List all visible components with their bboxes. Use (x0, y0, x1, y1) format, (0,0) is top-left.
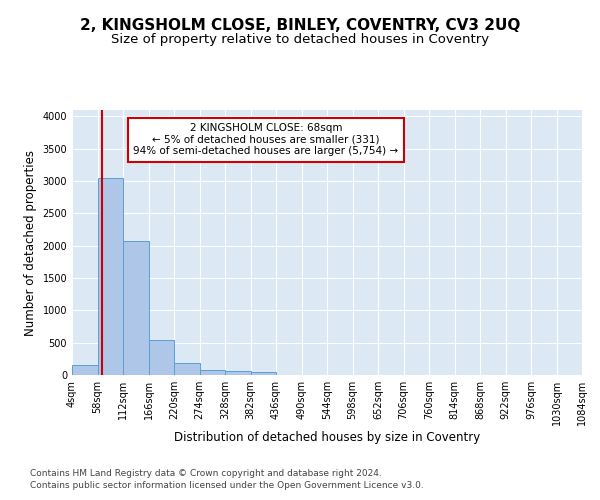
Bar (251, 372, 276, 375)
Bar (225, 372, 251, 375)
Bar (200, 370, 225, 375)
Bar (149, 340, 174, 375)
Bar (174, 362, 199, 375)
Bar (97, 178, 123, 375)
Text: 2 KINGSHOLM CLOSE: 68sqm
← 5% of detached houses are smaller (331)
94% of semi-d: 2 KINGSHOLM CLOSE: 68sqm ← 5% of detache… (133, 123, 398, 156)
Bar (72, 366, 97, 375)
Text: Size of property relative to detached houses in Coventry: Size of property relative to detached ho… (111, 32, 489, 46)
Bar (123, 240, 149, 375)
Text: Contains public sector information licensed under the Open Government Licence v3: Contains public sector information licen… (30, 481, 424, 490)
Y-axis label: Number of detached properties: Number of detached properties (24, 150, 37, 336)
Text: 2, KINGSHOLM CLOSE, BINLEY, COVENTRY, CV3 2UQ: 2, KINGSHOLM CLOSE, BINLEY, COVENTRY, CV… (80, 18, 520, 32)
X-axis label: Distribution of detached houses by size in Coventry: Distribution of detached houses by size … (174, 430, 480, 444)
Text: Contains HM Land Registry data © Crown copyright and database right 2024.: Contains HM Land Registry data © Crown c… (30, 468, 382, 477)
